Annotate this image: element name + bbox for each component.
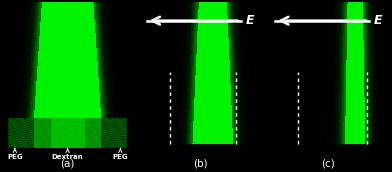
- Text: PEG: PEG: [113, 148, 128, 160]
- Text: (c): (c): [321, 159, 336, 169]
- Polygon shape: [343, 2, 367, 144]
- Text: Dextran: Dextran: [52, 148, 83, 160]
- Polygon shape: [341, 2, 369, 144]
- Polygon shape: [191, 2, 235, 144]
- Text: (a): (a): [60, 159, 75, 169]
- Polygon shape: [189, 2, 237, 144]
- Text: (b): (b): [193, 159, 207, 169]
- Text: PEG: PEG: [7, 148, 23, 160]
- Text: E: E: [246, 14, 254, 27]
- Text: E: E: [374, 14, 383, 27]
- Polygon shape: [30, 2, 105, 120]
- Polygon shape: [32, 2, 103, 120]
